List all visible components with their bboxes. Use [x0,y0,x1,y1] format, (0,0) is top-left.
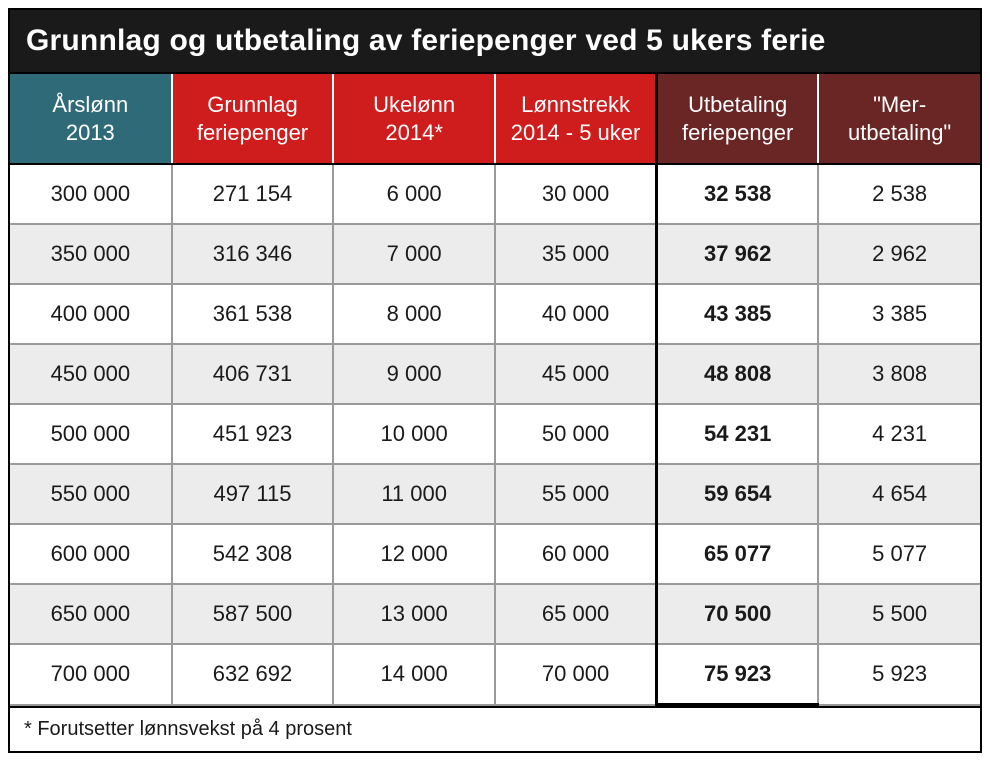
table-header-row: Årslønn 2013 Grunnlag feriepenger Ukeløn… [10,74,980,164]
table-row: 400 000361 5388 00040 00043 3853 385 [10,284,980,344]
cell: 5 923 [818,644,980,705]
cell: 30 000 [495,164,657,224]
col-label-line1: Lønnstrekk [521,92,630,117]
cell: 3 808 [818,344,980,404]
cell: 550 000 [10,464,172,524]
cell: 37 962 [657,224,819,284]
col-label-line2: feriepenger [682,120,793,145]
cell: 65 000 [495,584,657,644]
cell: 54 231 [657,404,819,464]
cell: 361 538 [172,284,334,344]
cell: 55 000 [495,464,657,524]
table-row: 700 000632 69214 00070 00075 9235 923 [10,644,980,705]
footnote: * Forutsetter lønnsvekst på 4 prosent [10,706,980,751]
cell: 271 154 [172,164,334,224]
cell: 65 077 [657,524,819,584]
cell: 43 385 [657,284,819,344]
table-row: 350 000316 3467 00035 00037 9622 962 [10,224,980,284]
col-label-line1: Årslønn [52,92,128,117]
cell: 600 000 [10,524,172,584]
table-row: 650 000587 50013 00065 00070 5005 500 [10,584,980,644]
cell: 35 000 [495,224,657,284]
cell: 350 000 [10,224,172,284]
cell: 2 538 [818,164,980,224]
table-body: 300 000271 1546 00030 00032 5382 538350 … [10,164,980,705]
col-label-line1: Utbetaling [688,92,787,117]
col-label-line1: Grunnlag [207,92,298,117]
col-label-line2: 2014* [385,120,443,145]
col-grunnlag: Grunnlag feriepenger [172,74,334,164]
col-label-line2: feriepenger [197,120,308,145]
cell: 11 000 [333,464,495,524]
cell: 50 000 [495,404,657,464]
cell: 4 231 [818,404,980,464]
cell: 8 000 [333,284,495,344]
table-row: 500 000451 92310 00050 00054 2314 231 [10,404,980,464]
col-ukelonn: Ukelønn 2014* [333,74,495,164]
cell: 300 000 [10,164,172,224]
cell: 700 000 [10,644,172,705]
table-row: 550 000497 11511 00055 00059 6544 654 [10,464,980,524]
cell: 13 000 [333,584,495,644]
col-label-line2: utbetaling" [848,120,951,145]
cell: 32 538 [657,164,819,224]
col-merutbetaling: "Mer- utbetaling" [818,74,980,164]
col-label-line1: Ukelønn [373,92,455,117]
col-utbetaling: Utbetaling feriepenger [657,74,819,164]
cell: 75 923 [657,644,819,705]
cell: 451 923 [172,404,334,464]
col-label-line2: 2014 - 5 uker [511,120,641,145]
cell: 40 000 [495,284,657,344]
cell: 632 692 [172,644,334,705]
cell: 400 000 [10,284,172,344]
cell: 59 654 [657,464,819,524]
table-row: 450 000406 7319 00045 00048 8083 808 [10,344,980,404]
page-title: Grunnlag og utbetaling av feriepenger ve… [10,10,980,74]
col-arslonn: Årslønn 2013 [10,74,172,164]
cell: 48 808 [657,344,819,404]
cell: 6 000 [333,164,495,224]
cell: 497 115 [172,464,334,524]
cell: 2 962 [818,224,980,284]
table-row: 600 000542 30812 00060 00065 0775 077 [10,524,980,584]
cell: 316 346 [172,224,334,284]
cell: 12 000 [333,524,495,584]
cell: 70 000 [495,644,657,705]
col-label-line2: 2013 [66,120,115,145]
cell: 542 308 [172,524,334,584]
table-row: 300 000271 1546 00030 00032 5382 538 [10,164,980,224]
cell: 3 385 [818,284,980,344]
cell: 60 000 [495,524,657,584]
cell: 4 654 [818,464,980,524]
cell: 500 000 [10,404,172,464]
table-container: Grunnlag og utbetaling av feriepenger ve… [8,8,982,753]
cell: 650 000 [10,584,172,644]
cell: 406 731 [172,344,334,404]
cell: 45 000 [495,344,657,404]
cell: 7 000 [333,224,495,284]
cell: 9 000 [333,344,495,404]
cell: 5 500 [818,584,980,644]
cell: 587 500 [172,584,334,644]
col-lonnstrekk: Lønnstrekk 2014 - 5 uker [495,74,657,164]
cell: 450 000 [10,344,172,404]
feriepenger-table: Årslønn 2013 Grunnlag feriepenger Ukeløn… [10,74,980,706]
cell: 70 500 [657,584,819,644]
col-label-line1: "Mer- [873,92,926,117]
cell: 14 000 [333,644,495,705]
cell: 10 000 [333,404,495,464]
cell: 5 077 [818,524,980,584]
